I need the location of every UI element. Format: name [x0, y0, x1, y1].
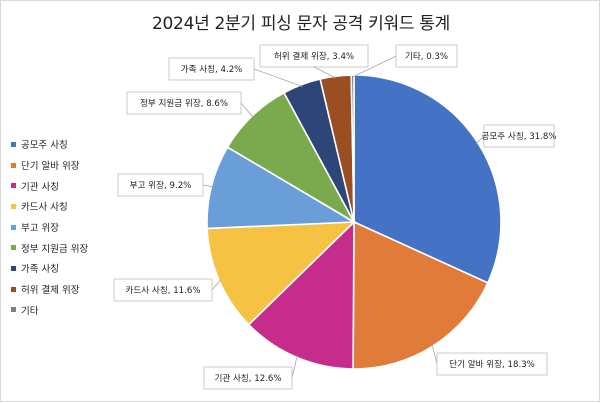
callout-leader-line	[475, 135, 485, 144]
chart-legend: 공모주 사칭 단기 알바 위장 기관 사칭 카드사 사칭 부고 위장 정부 지원…	[11, 134, 88, 320]
legend-swatch-2	[11, 183, 16, 189]
legend-item: 기타	[11, 300, 88, 321]
callout-leader-line	[240, 102, 254, 118]
data-label: 부고 위장, 9.2%	[130, 180, 192, 191]
callout-leader-line	[352, 55, 397, 78]
data-label: 단기 알바 위장, 18.3%	[449, 359, 535, 370]
data-callout-box	[259, 44, 369, 68]
data-callout-box	[483, 124, 555, 148]
legend-item: 허위 결제 위장	[11, 279, 88, 300]
legend-label: 가족 사칭	[21, 264, 59, 276]
legend-item: 기관 사칭	[11, 175, 88, 196]
legend-label: 기관 사칭	[21, 181, 59, 193]
callout-leader-line	[202, 184, 214, 188]
data-label: 기관 사칭, 12.6%	[214, 373, 281, 384]
data-callout-box	[126, 91, 242, 115]
data-label: 기타, 0.3%	[405, 51, 448, 62]
data-callout-box	[436, 352, 548, 376]
callout-leader-line	[211, 279, 222, 291]
legend-swatch-1	[11, 162, 16, 168]
legend-swatch-3	[11, 203, 16, 209]
legend-swatch-4	[11, 224, 16, 230]
legend-swatch-6	[11, 265, 16, 271]
legend-label: 부고 위장	[21, 223, 59, 235]
legend-item: 부고 위장	[11, 217, 88, 238]
legend-item: 카드사 사칭	[11, 196, 88, 217]
data-label: 정부 지원금 위장, 8.6%	[140, 98, 228, 109]
legend-swatch-5	[11, 245, 16, 251]
legend-label: 단기 알바 위장	[21, 161, 80, 173]
data-callout-box	[168, 57, 255, 81]
data-label: 허위 결제 위장, 3.4%	[274, 51, 354, 62]
chart-title: 2024년 2분기 피싱 문자 공격 키워드 통계	[152, 14, 450, 34]
data-label: 카드사 사칭, 11.6%	[125, 285, 200, 296]
callout-leader-line	[431, 344, 438, 365]
legend-item: 공모주 사칭	[11, 134, 88, 155]
pie-slice	[352, 220, 489, 370]
data-callout-box	[113, 278, 213, 302]
legend-item: 단기 알바 위장	[11, 155, 88, 176]
data-callout-box	[203, 366, 293, 390]
legend-label: 정부 지원금 위장	[21, 243, 89, 255]
callout-leader-line	[313, 66, 337, 79]
data-callout-box	[117, 173, 204, 197]
pie-slice	[350, 74, 355, 223]
legend-label: 기타	[21, 305, 39, 317]
callout-leader-line	[291, 355, 298, 379]
data-callout-box	[395, 44, 458, 68]
legend-swatch-7	[11, 286, 16, 292]
pie-slice	[206, 221, 357, 326]
data-label: 가족 사칭, 4.2%	[181, 64, 243, 75]
data-label: 공모주 사칭, 31.8%	[481, 131, 556, 142]
legend-swatch-0	[11, 141, 16, 147]
legend-item: 정부 지원금 위장	[11, 237, 88, 258]
legend-label: 카드사 사칭	[21, 202, 68, 214]
callout-leader-line	[253, 68, 303, 87]
legend-item: 가족 사칭	[11, 258, 88, 279]
legend-label: 허위 결제 위장	[21, 285, 80, 297]
legend-label: 공모주 사칭	[21, 140, 68, 152]
legend-swatch-8	[11, 307, 16, 313]
